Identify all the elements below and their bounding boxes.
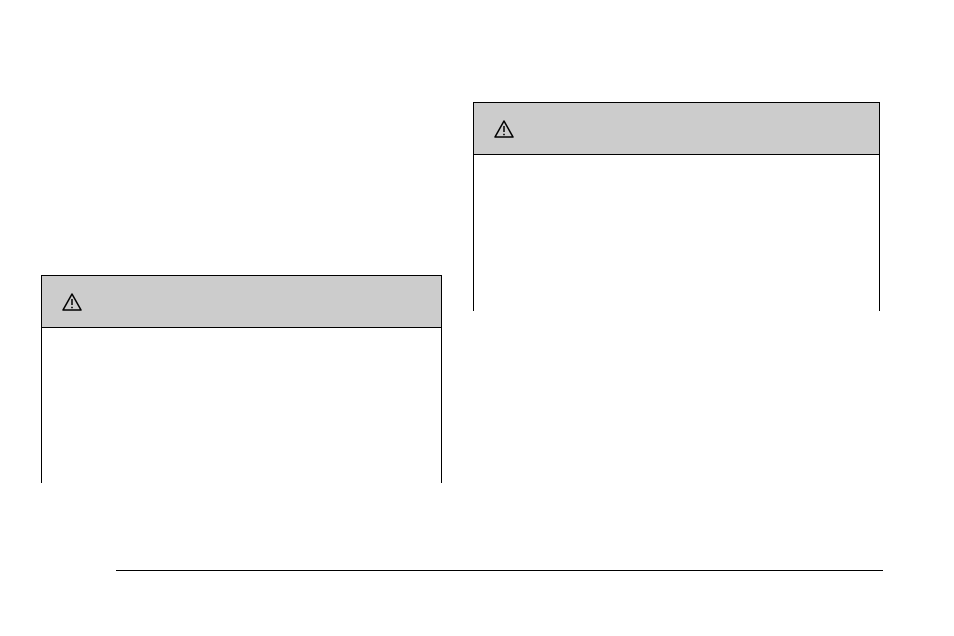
warning-triangle-icon [62,293,82,311]
warning-box [473,102,880,311]
warning-box-header [42,276,441,328]
warning-box-body [42,328,441,483]
warning-box-header [474,103,879,155]
warning-box [41,275,442,483]
page-divider [116,570,883,571]
warning-box-body [474,155,879,311]
warning-triangle-icon [494,120,514,138]
